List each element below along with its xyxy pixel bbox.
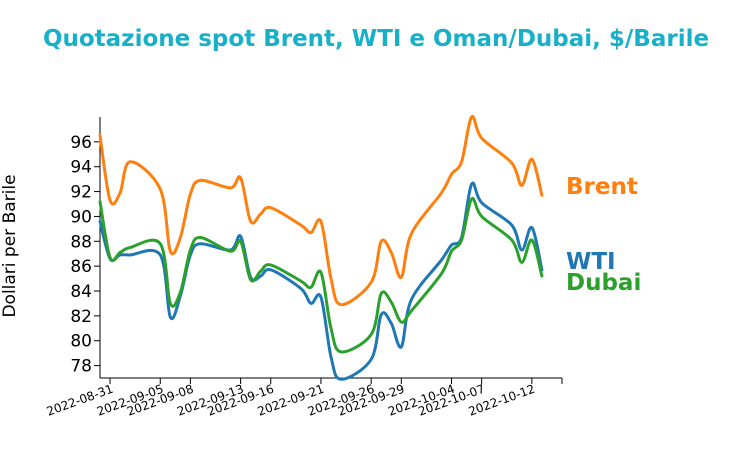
- y-tick-label: 86: [70, 257, 92, 277]
- y-tick-label: 84: [70, 282, 92, 302]
- chart-title: Quotazione spot Brent, WTI e Oman/Dubai,…: [43, 26, 709, 52]
- series-label-wti: WTI: [566, 249, 616, 275]
- series-line-wti: [98, 181, 544, 381]
- y-tick-label: 94: [70, 158, 92, 178]
- y-axis-label: Dollari per Barile: [0, 174, 20, 317]
- y-tick-label: 96: [70, 133, 92, 153]
- y-tick-label: 88: [70, 232, 92, 252]
- y-tick-label: 78: [70, 357, 92, 377]
- series-label-dubai: Dubai: [566, 270, 641, 296]
- y-tick-label: 92: [70, 183, 92, 203]
- y-tick-label: 90: [70, 207, 92, 227]
- series-label-brent: Brent: [566, 174, 638, 200]
- series-line-dubai: [98, 196, 544, 354]
- y-tick-label: 80: [70, 332, 92, 352]
- axes: 788082848688909294962022-08-312022-09-05…: [45, 117, 563, 419]
- y-tick-label: 82: [70, 307, 92, 327]
- series-layer: [98, 114, 544, 381]
- series-line-brent: [98, 114, 544, 307]
